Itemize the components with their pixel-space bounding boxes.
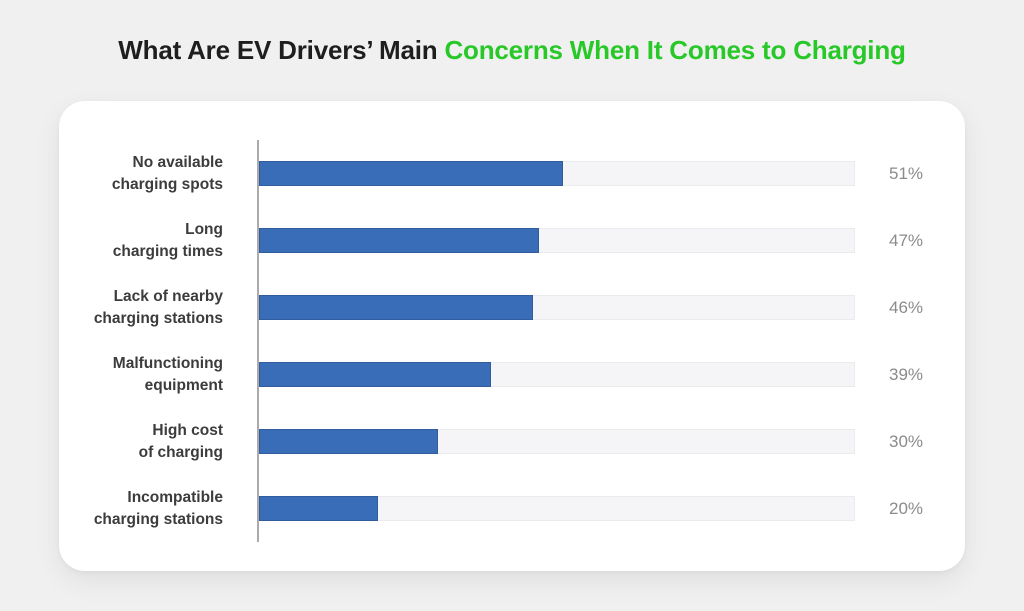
value-label: 51%: [889, 163, 924, 183]
category-label-line1: Lack of nearby: [113, 287, 223, 305]
title-part-dark: What Are EV Drivers’ Main: [118, 35, 445, 65]
chart-row: High cost of charging 30%: [59, 408, 965, 475]
chart-row: Malfunctioning equipment 39%: [59, 341, 965, 408]
category-label-line2: of charging: [138, 443, 223, 461]
bar-track: [259, 294, 855, 320]
bar-track: [259, 428, 855, 454]
category-label-line2: charging stations: [93, 309, 223, 327]
bar-track: [259, 495, 855, 521]
value-label: 30%: [889, 431, 924, 451]
category-label: Malfunctioning equipment: [59, 353, 257, 397]
chart-row: Lack of nearby charging stations 46%: [59, 274, 965, 341]
bar-fill: [259, 428, 438, 454]
category-label-line1: High cost: [152, 421, 223, 439]
axis-and-bar-area: [257, 341, 855, 408]
category-label: Lack of nearby charging stations: [59, 286, 257, 330]
category-label-line1: No available: [132, 153, 223, 171]
category-label-line1: Long: [185, 220, 223, 238]
value-label: 39%: [889, 364, 924, 384]
chart-row: Long charging times 47%: [59, 207, 965, 274]
axis-and-bar-area: [257, 207, 855, 274]
title-part-green: Concerns When It Comes to Charging: [444, 35, 906, 65]
category-label-line2: equipment: [144, 376, 223, 394]
category-label-line2: charging stations: [93, 510, 223, 528]
category-label-line2: charging times: [112, 242, 223, 260]
bar-fill: [259, 495, 379, 521]
bar-fill: [259, 361, 492, 387]
category-label-line1: Malfunctioning: [112, 354, 223, 372]
value-label: 47%: [889, 230, 924, 250]
category-label: Incompatible charging stations: [59, 487, 257, 531]
category-label: No available charging spots: [59, 152, 257, 196]
category-label: Long charging times: [59, 219, 257, 263]
category-label-line1: Incompatible: [127, 488, 223, 506]
bar-fill: [259, 227, 540, 253]
chart-row: Incompatible charging stations 20%: [59, 475, 965, 542]
axis-and-bar-area: [257, 408, 855, 475]
chart-card: No available charging spots 51% Long cha…: [59, 101, 965, 571]
bar-fill: [259, 294, 534, 320]
category-label: High cost of charging: [59, 420, 257, 464]
value-label: 46%: [889, 297, 924, 317]
bar-track: [259, 227, 855, 253]
page-title: What Are EV Drivers’ Main Concerns When …: [0, 0, 1024, 66]
chart-row: No available charging spots 51%: [59, 140, 965, 207]
bar-chart: No available charging spots 51% Long cha…: [59, 140, 965, 542]
bar-track: [259, 160, 855, 186]
bar-track: [259, 361, 855, 387]
axis-and-bar-area: [257, 274, 855, 341]
category-label-line2: charging spots: [111, 175, 223, 193]
value-label: 20%: [889, 498, 924, 518]
bar-fill: [259, 160, 563, 186]
axis-and-bar-area: [257, 475, 855, 542]
axis-and-bar-area: [257, 140, 855, 207]
